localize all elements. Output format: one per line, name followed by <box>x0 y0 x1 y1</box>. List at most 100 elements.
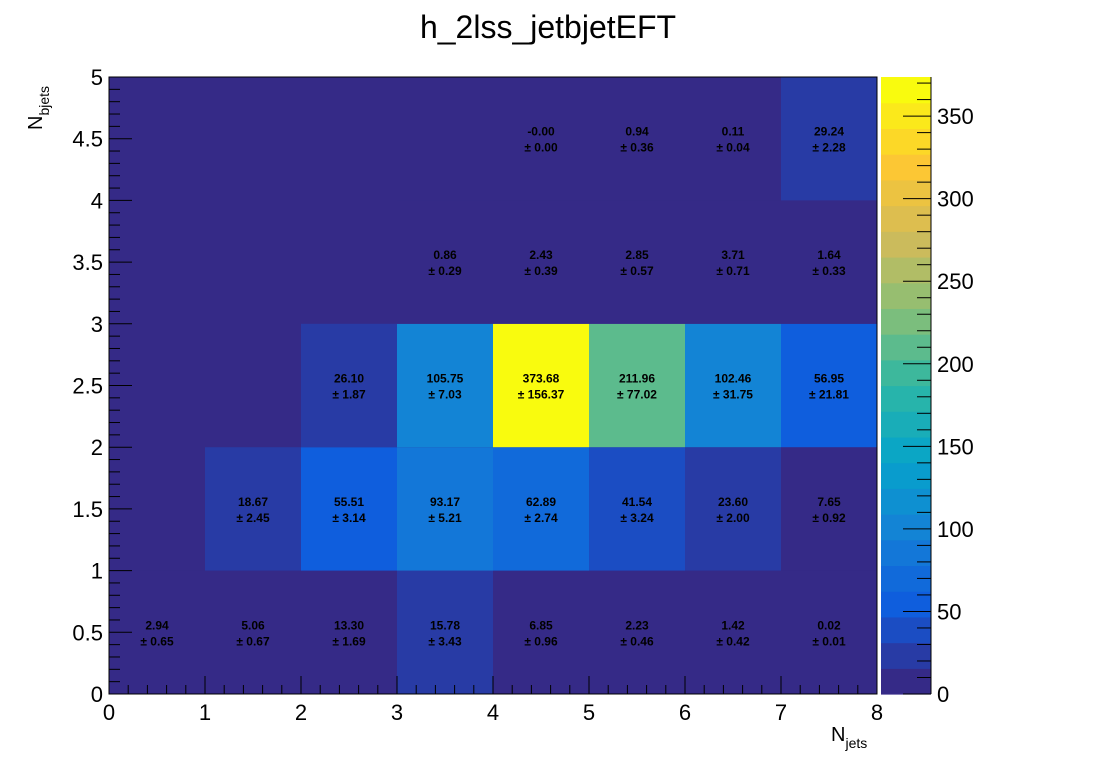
heatmap-cell <box>781 200 877 324</box>
y-tick-label: 3.5 <box>72 250 103 275</box>
y-tick-label: 3 <box>91 312 103 337</box>
y-tick-label: 0 <box>91 682 103 707</box>
palette-tick-label: 250 <box>937 269 974 294</box>
cell-error-label: ± 0.04 <box>716 141 750 155</box>
palette-band <box>881 77 931 104</box>
palette-band <box>881 642 931 669</box>
heatmap-cell <box>685 570 781 694</box>
heatmap-cell <box>781 323 877 448</box>
cell-value-label: 105.75 <box>427 372 464 386</box>
x-tick-label: 6 <box>679 700 691 725</box>
heatmap-cell <box>589 323 685 448</box>
cell-error-label: ± 2.28 <box>812 141 846 155</box>
cell-value-label: 0.94 <box>625 125 649 139</box>
x-tick-label: 7 <box>775 700 787 725</box>
palette-band <box>881 411 931 438</box>
x-axis-label-main: N <box>831 724 845 746</box>
heatmap-cell <box>301 570 397 694</box>
cell-error-label: ± 0.01 <box>812 634 846 648</box>
cell-value-label: 3.71 <box>721 248 745 262</box>
heatmap-cell <box>205 570 301 694</box>
cell-value-label: 2.85 <box>625 248 649 262</box>
cell-value-label: 62.89 <box>526 495 556 509</box>
heatmap-cell <box>589 200 685 324</box>
cell-value-label: 102.46 <box>715 372 752 386</box>
heatmap-cell <box>685 323 781 448</box>
heatmap-cell <box>781 77 877 201</box>
cell-error-label: ± 0.39 <box>524 264 558 278</box>
x-tick-label: 5 <box>583 700 595 725</box>
cell-value-label: 55.51 <box>334 495 364 509</box>
palette-band <box>881 616 931 644</box>
cell-error-label: ± 0.36 <box>620 141 654 155</box>
cell-error-label: ± 77.02 <box>617 388 657 402</box>
cell-error-label: ± 0.42 <box>716 634 750 648</box>
cell-error-label: ± 21.81 <box>809 388 849 402</box>
cell-value-label: 2.43 <box>529 248 553 262</box>
cell-error-label: ± 0.92 <box>812 511 846 525</box>
cell-value-label: 211.96 <box>619 372 655 386</box>
cell-labels: 2.94 ± 0.65 5.06 ± 0.67 13.30 ± 1.69 15.78 ± 3.… <box>140 125 849 649</box>
palette-band <box>881 282 931 309</box>
x-tick-label: 0 <box>103 700 115 725</box>
cell-error-label: ± 0.29 <box>428 264 462 278</box>
cell-value-label: 0.11 <box>722 125 745 139</box>
palette-tick-label: 350 <box>937 104 974 129</box>
palette-tick-label: 150 <box>937 434 974 459</box>
cell-error-label: ± 2.00 <box>716 511 750 525</box>
cell-error-label: ± 3.24 <box>620 511 654 525</box>
cell-value-label: 18.67 <box>238 495 268 509</box>
heatmap-cell <box>493 323 589 448</box>
y-tick-label: 4 <box>91 188 103 213</box>
heatmap-cell <box>301 323 397 448</box>
palette-tick-label: 50 <box>937 599 961 624</box>
palette-band <box>881 668 931 695</box>
cell-error-label: ± 0.71 <box>716 264 750 278</box>
y-tick-label: 2 <box>91 435 103 460</box>
palette-band <box>881 488 931 515</box>
palette-band <box>881 256 931 284</box>
x-tick-label: 8 <box>871 700 883 725</box>
heatmap-cell <box>397 570 493 694</box>
cell-error-label: ± 0.57 <box>620 264 654 278</box>
heatmap-cell <box>589 77 685 201</box>
y-tick-label: 2.5 <box>72 374 103 399</box>
palette-band <box>881 231 931 258</box>
palette-band <box>881 462 931 489</box>
palette-band <box>881 591 931 618</box>
y-axis-label-main: N <box>25 116 47 130</box>
cell-value-label: 41.54 <box>622 495 652 509</box>
palette-band <box>881 179 931 207</box>
y-tick-label: 1.5 <box>72 497 103 522</box>
y-tick-label: 5 <box>91 65 103 90</box>
cell-error-label: ± 2.45 <box>236 511 270 525</box>
heatmap-cell <box>397 447 493 571</box>
palette-tick-label: 300 <box>937 187 974 212</box>
cell-error-label: ± 0.65 <box>140 634 174 648</box>
cell-value-label: 5.06 <box>241 618 265 632</box>
heatmap-cell <box>781 447 877 571</box>
heatmap-cell <box>301 447 397 571</box>
y-axis-label: Nbjets <box>25 86 52 130</box>
palette-band <box>881 205 931 232</box>
cell-value-label: 2.94 <box>145 618 169 632</box>
palette-band <box>881 385 931 412</box>
heatmap-cell <box>781 570 877 694</box>
y-tick-label: 1 <box>91 559 103 584</box>
cell-error-label: ± 3.14 <box>332 511 366 525</box>
heatmap-cell <box>493 447 589 571</box>
cell-error-label: ± 7.03 <box>428 388 462 402</box>
heatmap-cell <box>493 200 589 324</box>
x-tick-label: 2 <box>295 700 307 725</box>
palette-tick-label: 200 <box>937 352 974 377</box>
cell-error-label: ± 5.21 <box>428 511 462 525</box>
axes: 0 1 2 3 4 5 6 7 8 0 0.5 1 1.5 2 2.5 3 3.5 4 4.5 5 <box>72 65 883 725</box>
palette-tick-label: 0 <box>937 682 949 707</box>
cell-value-label: 0.02 <box>817 618 841 632</box>
color-palette: 0 50 100 150 200 250 300 350 <box>881 77 974 707</box>
cell-error-label: ± 0.00 <box>524 141 558 155</box>
heatmap-cell <box>493 77 589 201</box>
x-axis-label-sub: jets <box>844 735 867 751</box>
cell-error-label: ± 0.96 <box>524 634 558 648</box>
